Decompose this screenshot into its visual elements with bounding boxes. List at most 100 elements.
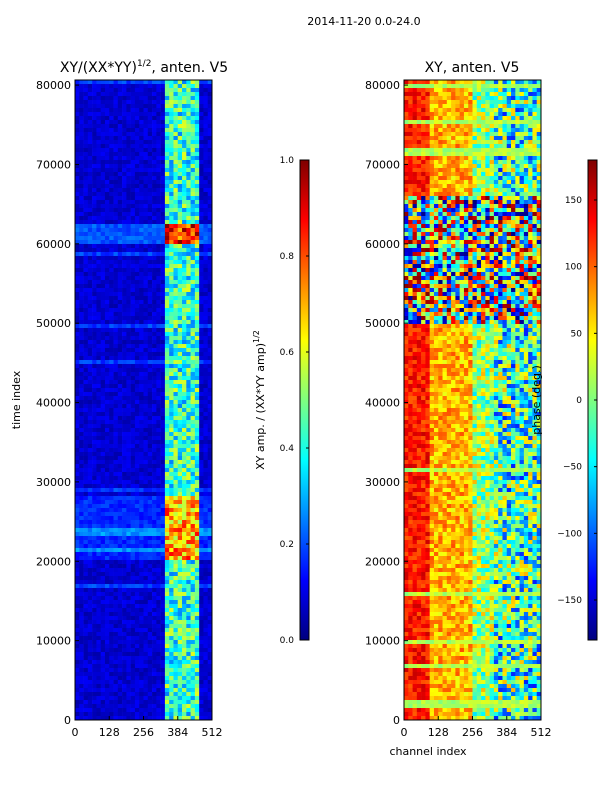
amplitude-cell — [199, 288, 204, 293]
amplitude-cell — [207, 116, 213, 121]
amplitude-cell — [92, 360, 97, 365]
amplitude-cell — [169, 644, 174, 649]
amplitude-cell — [126, 128, 131, 133]
amplitude-cell — [117, 432, 123, 437]
amplitude-cell — [83, 480, 89, 485]
amplitude-cell — [113, 532, 119, 537]
amplitude-cell — [92, 196, 97, 201]
amplitude-cell — [203, 292, 209, 297]
amplitude-cell — [117, 132, 123, 137]
amplitude-cell — [190, 532, 196, 537]
amplitude-cell — [152, 572, 157, 577]
amplitude-cell — [199, 208, 204, 213]
amplitude-cell — [207, 92, 213, 97]
amplitude-cell — [207, 460, 213, 465]
amplitude-cell — [100, 564, 106, 569]
amplitude-cell — [75, 156, 80, 161]
amplitude-cell — [164, 300, 170, 305]
amplitude-cell — [130, 636, 136, 641]
amplitude-cell — [194, 312, 200, 317]
amplitude-cell — [194, 316, 200, 321]
amplitude-cell — [87, 576, 93, 581]
amplitude-cell — [147, 140, 153, 145]
amplitude-cell — [79, 504, 84, 509]
amplitude-cell — [156, 336, 161, 341]
amplitude-cell — [194, 124, 200, 129]
amplitude-cell — [160, 452, 166, 457]
amplitude-cell — [134, 436, 140, 441]
amplitude-cell — [109, 540, 114, 545]
amplitude-cell — [79, 680, 84, 685]
amplitude-cell — [87, 512, 93, 517]
amplitude-cell — [83, 472, 89, 477]
amplitude-cell — [126, 452, 131, 457]
amplitude-cell — [173, 564, 179, 569]
amplitude-cell — [194, 92, 200, 97]
amplitude-cell — [156, 448, 161, 453]
amplitude-cell — [109, 200, 114, 205]
amplitude-cell — [126, 340, 131, 345]
amplitude-cell — [143, 228, 149, 233]
amplitude-cell — [126, 692, 131, 697]
amplitude-cell — [100, 264, 106, 269]
amplitude-cell — [139, 508, 144, 513]
amplitude-cell — [160, 208, 166, 213]
amplitude-cell — [83, 652, 89, 657]
amplitude-cell — [113, 160, 119, 165]
amplitude-cell — [182, 292, 187, 297]
amplitude-cell — [186, 696, 191, 701]
amplitude-cell — [79, 156, 84, 161]
amplitude-cell — [199, 116, 204, 121]
amplitude-cell — [113, 548, 119, 553]
amplitude-cell — [173, 252, 179, 257]
amplitude-cell — [117, 696, 123, 701]
amplitude-cell — [134, 280, 140, 285]
amplitude-cell — [122, 696, 127, 701]
amplitude-cell — [92, 568, 97, 573]
amplitude-cell — [104, 228, 110, 233]
amplitude-cell — [160, 128, 166, 133]
amplitude-cell — [203, 488, 209, 493]
amplitude-cell — [160, 356, 166, 361]
amplitude-cell — [87, 660, 93, 665]
amplitude-cell — [160, 608, 166, 613]
amplitude-cell — [194, 384, 200, 389]
amplitude-cell — [122, 664, 127, 669]
amplitude-cell — [182, 576, 187, 581]
amplitude-cell — [109, 508, 114, 513]
amplitude-cell — [104, 388, 110, 393]
amplitude-cell — [173, 276, 179, 281]
amplitude-cell — [87, 272, 93, 277]
amplitude-cell — [164, 460, 170, 465]
amplitude-cell — [75, 664, 80, 669]
amplitude-cell — [164, 368, 170, 373]
amplitude-cell — [186, 688, 191, 693]
amplitude-cell — [182, 364, 187, 369]
amplitude-cell — [160, 524, 166, 529]
amplitude-cell — [203, 116, 209, 121]
amplitude-cell — [134, 492, 140, 497]
amplitude-cell — [130, 432, 136, 437]
amplitude-cell — [83, 684, 89, 689]
amplitude-cell — [160, 260, 166, 265]
amplitude-cell — [104, 408, 110, 413]
amplitude-cell — [100, 156, 106, 161]
amplitude-cell — [122, 572, 127, 577]
amplitude-cell — [194, 288, 200, 293]
amplitude-cell — [186, 668, 191, 673]
amplitude-cell — [194, 560, 200, 565]
amplitude-cell — [92, 564, 97, 569]
amplitude-cell — [104, 672, 110, 677]
amplitude-cell — [164, 152, 170, 157]
amplitude-cell — [113, 212, 119, 217]
amplitude-cell — [117, 392, 123, 397]
amplitude-cell — [83, 544, 89, 549]
amplitude-cell — [177, 80, 183, 85]
amplitude-cell — [109, 548, 114, 553]
amplitude-cell — [186, 336, 191, 341]
amplitude-cell — [186, 652, 191, 657]
amplitude-cell — [79, 104, 84, 109]
amplitude-cell — [190, 316, 196, 321]
amplitude-cell — [75, 324, 80, 329]
amplitude-cell — [92, 320, 97, 325]
